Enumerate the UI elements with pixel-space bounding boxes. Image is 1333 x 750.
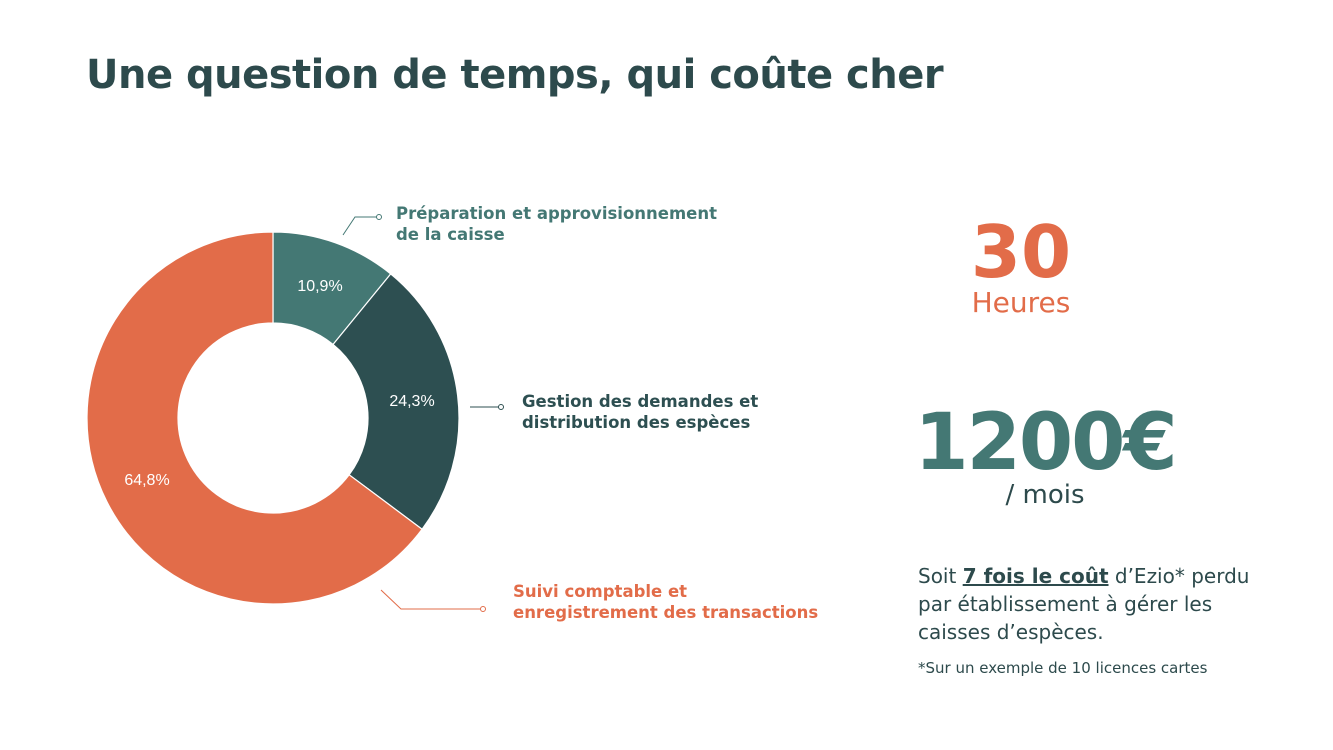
slice-preparation-value-label: 10,9% — [297, 278, 342, 295]
slice-suivi — [86, 231, 423, 605]
leader-lines — [342, 214, 504, 612]
leader-dot-preparation — [376, 214, 382, 220]
hours-value: 30 — [970, 210, 1072, 294]
slide-title: Une question de temps, qui coûte cher — [86, 52, 944, 98]
leader-dot-gestion — [498, 404, 504, 410]
leader-dot-suivi — [480, 606, 486, 612]
hours-unit: Heures — [971, 286, 1071, 319]
category-label-preparation: Préparation et approvisionnement de la c… — [396, 204, 717, 244]
comparison-text: Soit 7 fois le coût d’Ezio* perdu par ét… — [918, 562, 1278, 646]
comparison-emphasis: 7 fois le coût — [962, 564, 1109, 588]
slice-gestion — [332, 273, 460, 531]
slice-value-labels: 10,9% 24,3% 64,8% — [124, 278, 434, 489]
comparison-prefix: Soit — [918, 564, 963, 588]
leader-line-suivi — [380, 589, 481, 610]
category-label-suivi: Suivi comptable et enregistrement des tr… — [513, 582, 819, 622]
comparison-suffix: d’Ezio* perdu par établissement à gérer … — [918, 564, 1250, 644]
slice-gestion-value-label: 24,3% — [389, 393, 434, 410]
leader-line-preparation — [342, 216, 378, 236]
cost-unit: / mois — [1005, 480, 1085, 510]
cost-value: 1200€ — [914, 398, 1177, 488]
donut-chart: 10,9% 24,3% 64,8% — [86, 214, 504, 612]
donut-slices — [86, 231, 460, 605]
footnote: *Sur un exemple de 10 licences cartes — [918, 659, 1208, 677]
category-label-gestion: Gestion des demandes et distribution des… — [522, 392, 759, 432]
slice-suivi-value-label: 64,8% — [124, 472, 169, 489]
